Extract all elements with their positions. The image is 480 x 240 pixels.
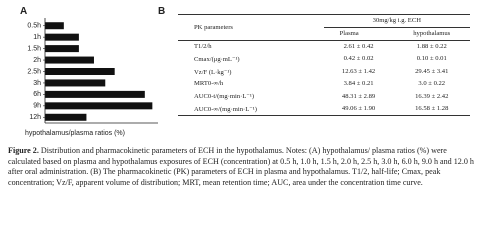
table-cell: 49.06 ± 1.90 xyxy=(341,105,376,113)
y-tick-label: 0.5h xyxy=(27,23,41,30)
table-cell: 16.58 ± 1.28 xyxy=(415,105,449,113)
y-tick-label: 2.5h xyxy=(27,68,41,75)
panel-label: B xyxy=(158,6,166,17)
bar xyxy=(45,90,145,98)
table-header: PK parameters xyxy=(178,14,324,41)
table-cell: Cmax/(μg·mL⁻¹) xyxy=(194,55,240,63)
table-cell: 3.0 ± 0.22 xyxy=(418,80,446,88)
y-tick-label: 6h xyxy=(33,91,41,98)
table-cell: 12.63 ± 1.42 xyxy=(341,68,376,76)
table-cell: AUC0-t/(mg·min·L⁻¹) xyxy=(194,93,255,101)
bar xyxy=(45,102,153,110)
y-tick-label: 3h xyxy=(33,80,41,87)
caption-text: Distribution and pharmacokinetic paramet… xyxy=(8,146,474,187)
bar xyxy=(45,79,106,87)
table-cell: 0.10 ± 0.01 xyxy=(416,55,447,63)
table-cell: T1/2/h xyxy=(194,42,212,50)
y-tick-label: 1h xyxy=(33,34,41,41)
table-subheader: Plasma xyxy=(323,27,394,41)
figure-page: {"chart_data": {"type": "hbar", "xlabel"… xyxy=(8,6,474,188)
caption: Figure 2. Distribution and pharmacokinet… xyxy=(8,146,474,188)
table-cell: Vz/F (L·kg⁻¹) xyxy=(194,68,232,76)
panel-label: A xyxy=(20,6,28,17)
y-tick-label: 9h xyxy=(33,103,41,110)
table-cell: 48.31 ± 2.89 xyxy=(341,92,376,100)
page: html, body { margin: 0; padding: 0; } bo… xyxy=(8,6,474,188)
table-cell: 1.88 ± 0.22 xyxy=(416,42,447,50)
caption-label: Figure 2. xyxy=(8,146,39,155)
table-header: 30mg/kg i.g. ECH xyxy=(323,14,470,28)
table-cell: MRT0-∞/h xyxy=(194,80,224,88)
table-cell: 3.84 ± 0.21 xyxy=(343,80,374,88)
bar xyxy=(45,33,79,41)
y-tick-label: 2h xyxy=(33,57,41,64)
x-axis-label: hypothalamus/plasma ratios (%) xyxy=(25,130,125,137)
table-cell: AUC0-∞/(mg·min·L⁻¹) xyxy=(194,105,257,113)
y-tick-label: 12h xyxy=(29,114,41,121)
pk-table: PK parameters 30mg/kg i.g. ECH Plasma hypo… xyxy=(178,14,470,116)
bar xyxy=(45,56,94,64)
bar xyxy=(45,45,79,53)
bar-chart: hypothalamus/plasma ratios (%) 0.5h 1h 1.5… xyxy=(25,18,158,137)
table-cell: 2.61 ± 0.42 xyxy=(343,42,374,50)
table-cell: 0.42 ± 0.02 xyxy=(343,55,374,63)
bar xyxy=(45,68,115,75)
table-cell: 29.45 ± 3.41 xyxy=(415,68,449,76)
bar xyxy=(45,22,64,30)
y-tick-label: 1.5h xyxy=(27,45,41,52)
table-subheader: hypothalamus xyxy=(393,27,470,41)
table-cell: 16.39 ± 2.42 xyxy=(415,92,449,100)
bar xyxy=(45,113,87,121)
